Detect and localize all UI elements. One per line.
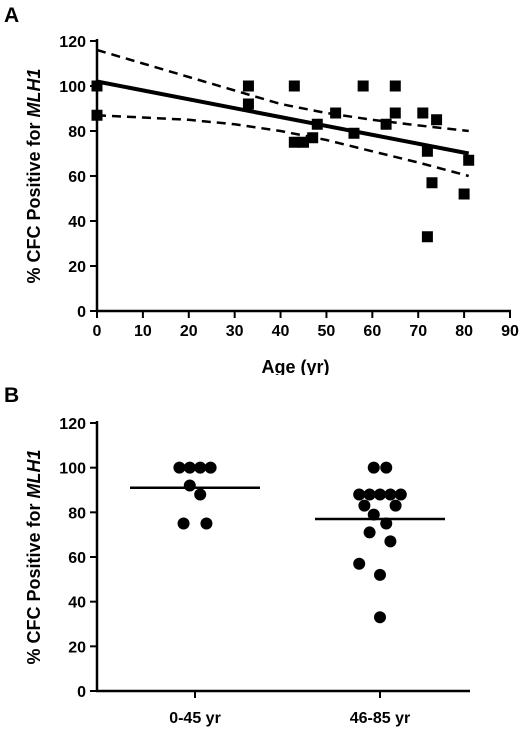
panel-a-letter: A	[4, 4, 19, 27]
panel-a-data-point	[426, 177, 438, 189]
panel-a-y-tick-label: 40	[68, 214, 86, 231]
panel-b-data-point	[353, 557, 366, 570]
panel-a-data-point	[421, 145, 433, 157]
panel-b-data-point	[358, 499, 371, 512]
panel-a-data-point	[431, 114, 443, 126]
panel-b-data-point	[363, 488, 376, 501]
panel-a-data-point	[298, 136, 309, 148]
panel-a-y-axis-title: % CFC Positive for MLH1	[24, 68, 44, 283]
panel-b-y-axis-title-gene: MLH1	[24, 449, 44, 498]
panel-a-x-tick-label: 60	[363, 323, 381, 340]
panel-a-ci-lower-line	[96, 114, 470, 178]
panel-a-y-axis-title-prefix: % CFC Positive for	[24, 117, 44, 283]
panel-a-data-point	[380, 118, 392, 130]
panel-a-x-tick-label: 90	[501, 323, 519, 340]
panel-b-y-tick-label: 80	[68, 505, 86, 522]
panel-b-data-point	[374, 488, 386, 501]
panel-b-data-point	[194, 461, 207, 474]
panel-b-y-axis-title-prefix: % CFC Positive for	[24, 498, 44, 664]
panel-a-chart: A 0 20 40 60 80 100 120 0 10 20 30 40 50 60 70 80 90 % …	[4, 4, 519, 375]
panel-b-y-tick-label: 40	[68, 595, 86, 612]
panel-a-ci-upper-line	[96, 48, 469, 133]
panel-b-x-axis-ticks: 0-45 yr 46-85 yr	[169, 691, 410, 727]
panel-b-data-point	[380, 517, 393, 530]
panel-a-data-point	[288, 80, 300, 92]
panel-a-regression-line	[96, 79, 470, 156]
panel-a-x-tick-label: 20	[180, 323, 198, 340]
panel-b-y-tick-label: 20	[68, 639, 86, 656]
panel-b-data-point	[353, 488, 366, 501]
panel-a-data-point	[311, 118, 323, 130]
panel-a-data-point	[307, 132, 319, 144]
panel-a-regression	[96, 79, 470, 156]
panel-b-data-point	[183, 461, 196, 474]
panel-b-data-point	[173, 461, 186, 474]
panel-b-data-point	[367, 461, 380, 474]
panel-a-data-point	[242, 80, 254, 92]
panel-b-data-point	[200, 517, 213, 530]
panel-b-y-axis-title: % CFC Positive for MLH1	[24, 449, 44, 664]
panel-a-data-point	[421, 231, 433, 243]
panel-a-data-point	[417, 107, 429, 119]
panel-b-letter: B	[4, 384, 19, 407]
panel-a-x-tick-label: 40	[272, 323, 290, 340]
panel-b-category-label: 46-85 yr	[350, 710, 411, 727]
panel-a-x-tick-label: 50	[318, 323, 336, 340]
panel-b-y-tick-label: 0	[77, 684, 86, 701]
panel-b-y-axis-ticks: 0 20 40 60 80 100 120	[59, 416, 97, 701]
panel-b-data-point	[374, 568, 386, 581]
panel-b-data-point	[374, 611, 386, 624]
panel-a-y-tick-label: 0	[77, 304, 86, 321]
panel-b-chart: B 0 20 40 60 80 100 120 0-45 yr 46-85 yr % CFC …	[4, 384, 470, 727]
panel-a-data-point	[463, 154, 475, 166]
panel-a-data-point	[91, 109, 103, 121]
panel-a-data-points	[91, 80, 475, 243]
panel-b-data-point	[194, 488, 207, 501]
panel-a-y-tick-label: 100	[59, 79, 86, 96]
panel-b-category-label: 0-45 yr	[169, 710, 221, 727]
panel-a-confidence-bands	[96, 48, 470, 178]
panel-a-x-tick-label: 30	[226, 323, 244, 340]
panel-a-data-point	[242, 98, 254, 110]
panel-b-data-point	[380, 461, 393, 474]
panel-b-data-point	[394, 488, 407, 501]
panel-a-data-point	[348, 127, 360, 139]
panel-b-data-point	[384, 488, 397, 501]
panel-a-x-tick-label: 70	[409, 323, 427, 340]
panel-a-y-axis-ticks: 0 20 40 60 80 100 120	[59, 34, 97, 321]
panel-a-x-axis-ticks: 0 10 20 30 40 50 60 70 80 90	[93, 311, 519, 340]
panel-a-y-tick-label: 80	[68, 124, 86, 141]
panel-a-data-point	[458, 188, 470, 200]
panel-b-data-point	[177, 517, 190, 530]
panel-b-data-point	[204, 461, 217, 474]
panel-b-data-point	[183, 479, 196, 492]
panel-a-y-axis-title-gene: MLH1	[24, 68, 44, 117]
panel-b-data-point	[367, 508, 380, 521]
panel-a-y-tick-label: 60	[68, 169, 86, 186]
panel-a-data-point	[288, 136, 300, 148]
panel-a-data-point	[91, 80, 103, 92]
panel-b-y-tick-label: 120	[59, 416, 86, 433]
panel-a-x-tick-label: 80	[455, 323, 473, 340]
panel-b-y-tick-label: 100	[59, 461, 86, 478]
panel-a-data-point	[330, 107, 342, 119]
panel-b-y-tick-label: 60	[68, 550, 86, 567]
panel-a-x-tick-label: 10	[134, 323, 152, 340]
panel-a-x-tick-label: 0	[93, 323, 102, 340]
panel-a-data-point	[389, 107, 401, 119]
panel-b-data-point	[384, 535, 397, 548]
panel-a-y-tick-label: 120	[59, 34, 86, 51]
panel-a-y-tick-label: 20	[68, 259, 86, 276]
panel-a-data-point	[389, 80, 401, 92]
panel-b-data-points	[173, 461, 407, 624]
panel-b-data-point	[389, 499, 402, 512]
panel-a-data-point	[357, 80, 369, 92]
panel-a-x-axis-title: Age (yr)	[261, 357, 329, 375]
panel-b-data-point	[363, 526, 376, 539]
